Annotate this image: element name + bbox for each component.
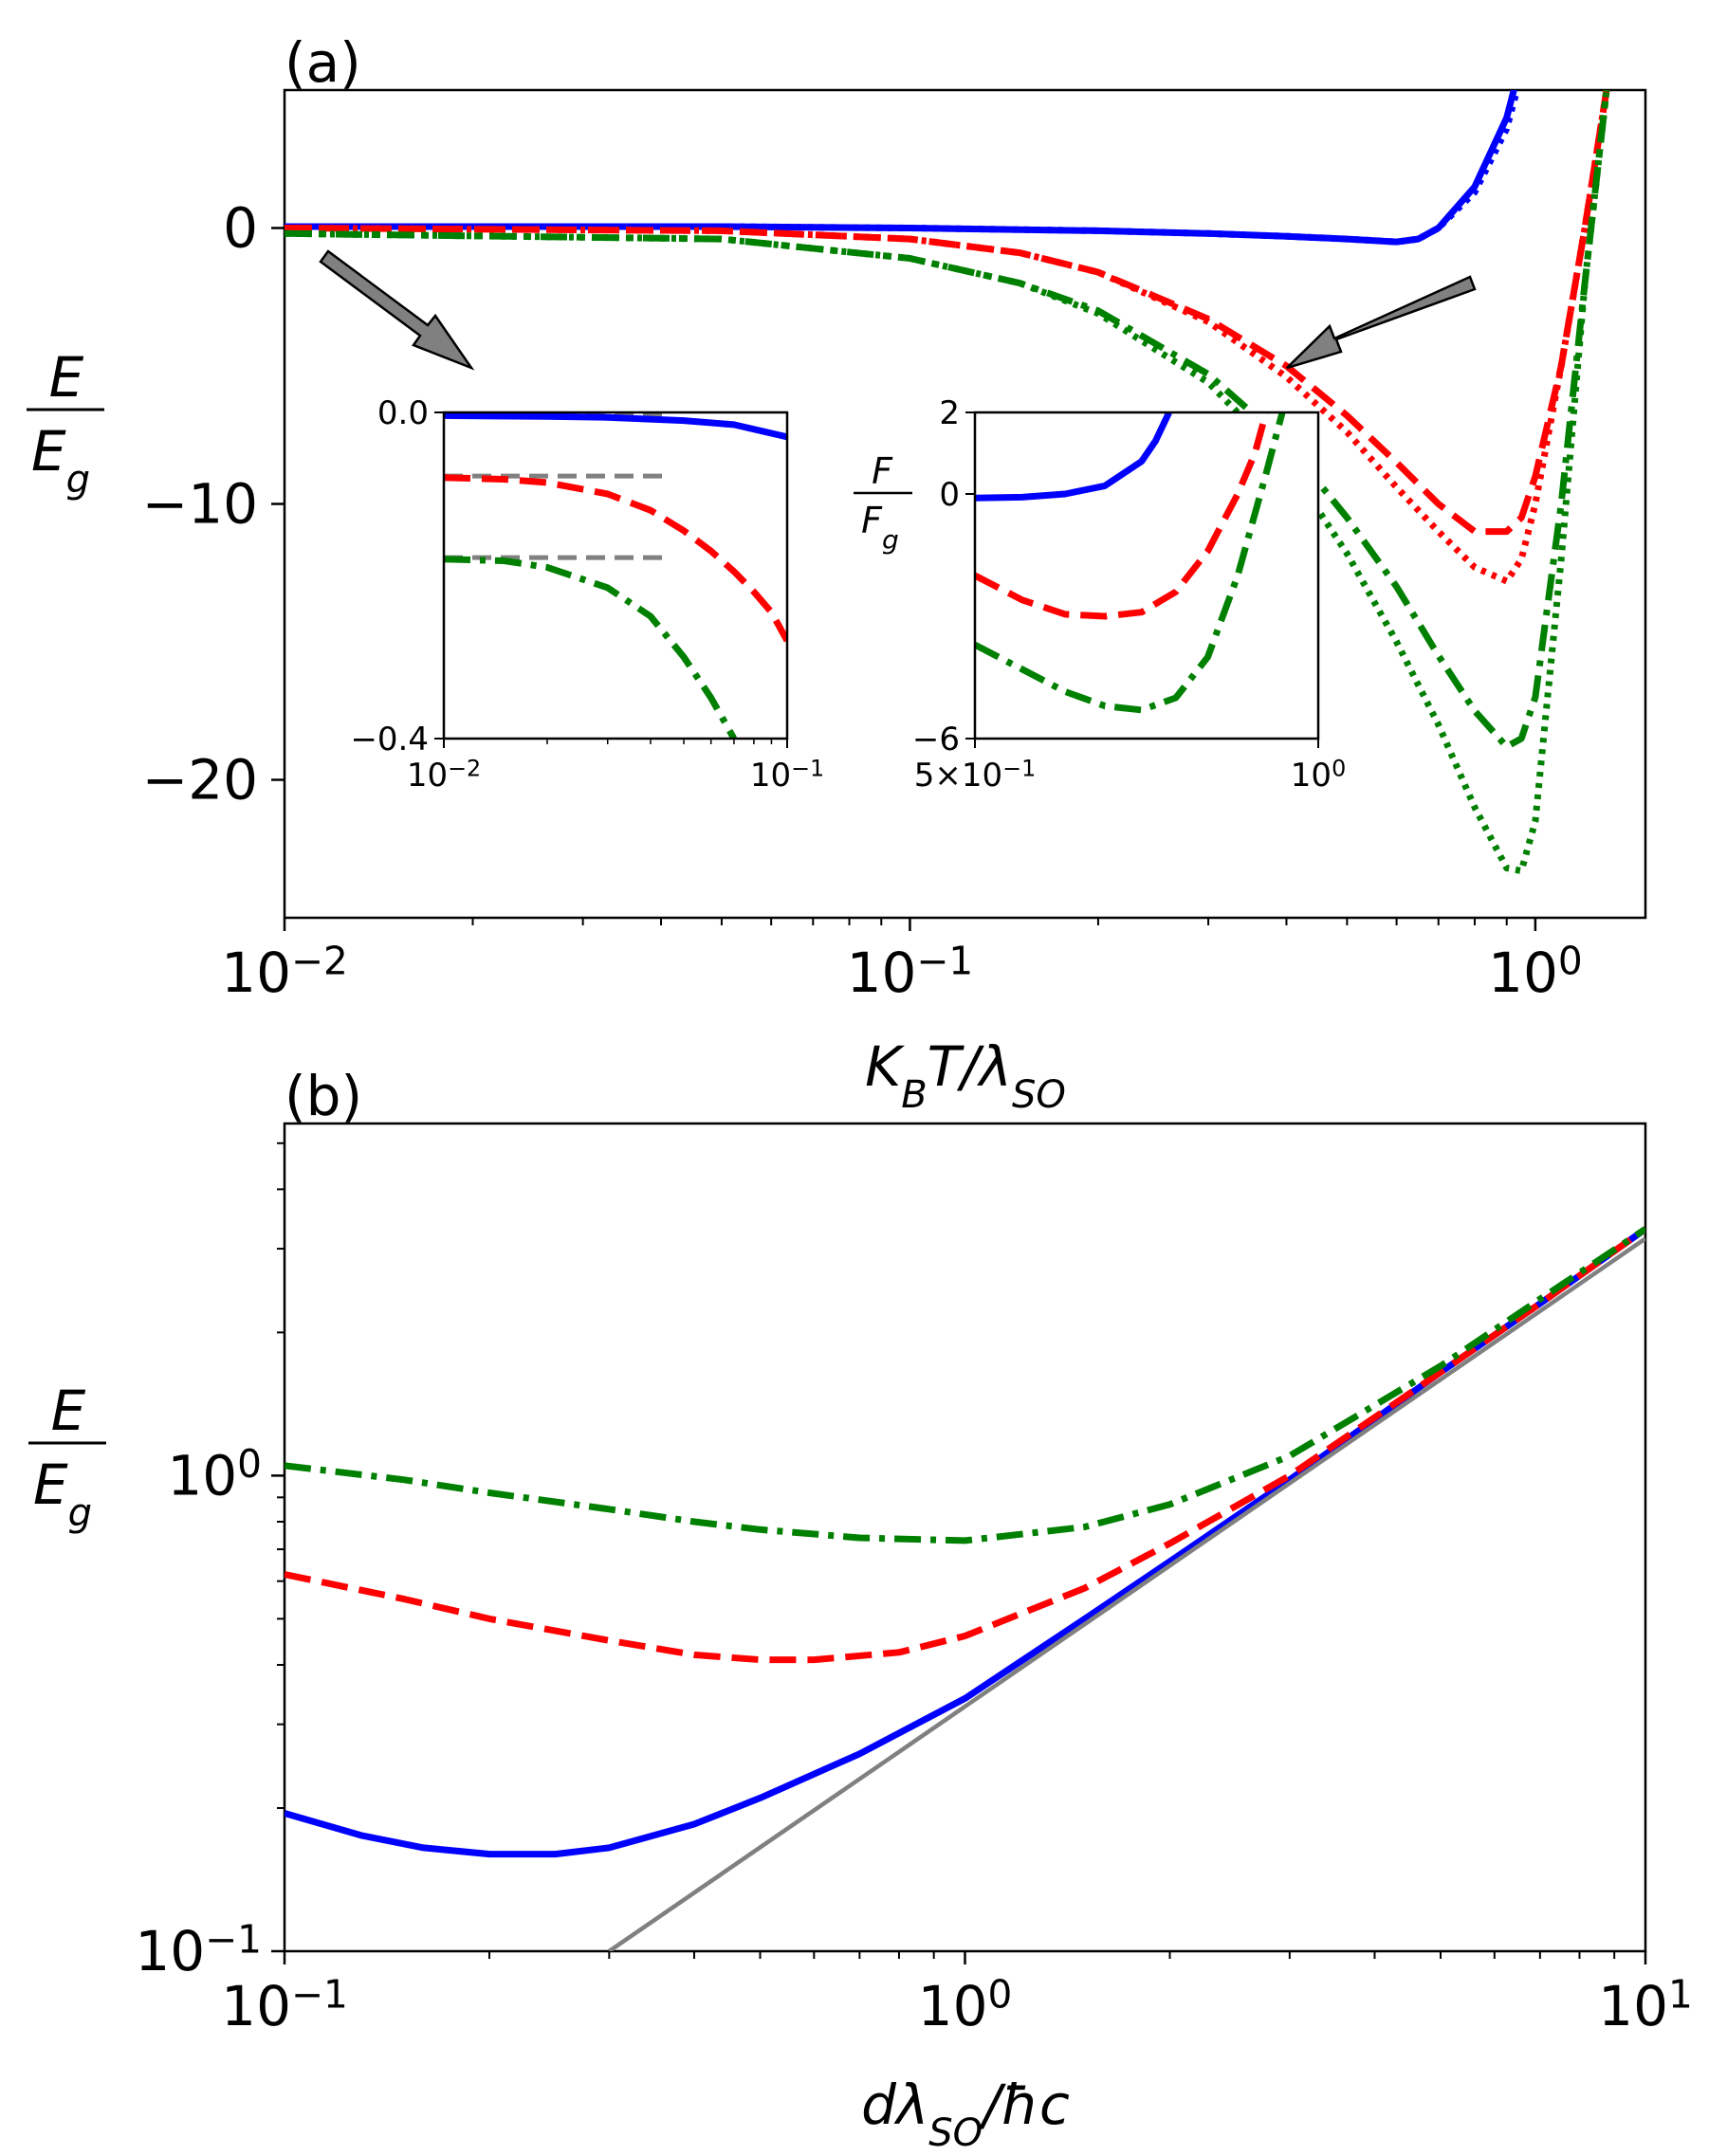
panel-a-axis-ticks: 10−2 10−1 100 0 −10 −20 — [142, 196, 1583, 1006]
panel-a-x-tick-label: 10−1 — [847, 939, 974, 1005]
inset-left-frame — [442, 411, 789, 740]
panel-b-y-tick-label: 100 — [167, 1441, 262, 1507]
panel-a-series-5 — [285, 90, 1610, 874]
panel-b-x-tick-label: 101 — [1598, 1972, 1693, 2038]
inset-right-series-1 — [975, 412, 1270, 620]
inset-right-x-tick-label: 5×10−1 — [914, 755, 1036, 795]
inset-left-series-group — [444, 412, 787, 739]
inset-right-series-0 — [975, 412, 1172, 502]
inset-right-y-label-denominator: Fg — [861, 500, 899, 556]
panel-a-y-label-numerator: E — [49, 345, 84, 410]
panel-a-series-1 — [285, 90, 1521, 246]
panel-a-x-tick-label: 10−2 — [221, 939, 348, 1005]
inset-left-series-1 — [444, 474, 787, 643]
inset-right-frame — [973, 411, 1320, 740]
inset-left-chart: 10−2 10−1 0.0 −0.4 — [350, 394, 824, 795]
panel-a-y-tick-label: 0 — [223, 196, 258, 261]
arrow-left-indicator-shape — [319, 249, 475, 371]
panel-a-x-tick-label: 100 — [1488, 939, 1583, 1005]
inset-left-x-tick-label: 10−2 — [407, 755, 481, 795]
panel-a-series-4 — [285, 90, 1610, 751]
panel-b-series-2 — [285, 1226, 1645, 1544]
inset-right-y-tick-label: 2 — [939, 394, 960, 432]
inset-left-series-0 — [444, 412, 787, 441]
panel-a-label: (a) — [285, 30, 361, 95]
inset-right-y-axis-label: F Fg — [854, 450, 912, 556]
panel-b-label: (b) — [285, 1064, 362, 1128]
inset-left-axis-ticks: 10−2 10−1 0.0 −0.4 — [350, 394, 824, 795]
inset-left-x-tick-label: 10−1 — [750, 755, 824, 795]
panel-b-x-axis-label: dλSO/ħc — [861, 2073, 1070, 2155]
panel-b-series-group — [285, 1226, 1645, 1951]
panel-a-y-label-denominator: Eg — [31, 419, 90, 502]
panel-b-axis-ticks: 10−1 100 101 10−1 100 — [135, 1142, 1693, 2038]
panel-b-y-label-denominator: Eg — [33, 1453, 92, 1535]
inset-right-axis-ticks: 5×10−1 100 2 0 −6 — [912, 394, 1346, 795]
panel-b-series-3 — [608, 1236, 1645, 1951]
inset-right-series-2 — [975, 412, 1286, 714]
inset-right-y-label-numerator: F — [872, 450, 893, 492]
panel-b-y-label-numerator: E — [51, 1379, 86, 1443]
inset-right-y-tick-label: 0 — [939, 476, 960, 514]
inset-left-series-2 — [444, 556, 737, 739]
panel-b-series-1 — [285, 1226, 1645, 1664]
inset-left-y-tick-label: −0.4 — [350, 721, 429, 758]
inset-right-y-tick-label: −6 — [912, 721, 960, 758]
panel-a-chart: 10−2 10−1 100 0 −10 −20 (a) KBT/λSO E Eg 10−2… — [27, 30, 1647, 1117]
panel-a-series-0 — [285, 90, 1517, 246]
panel-a-series-2 — [285, 90, 1610, 536]
panel-b-x-tick-label: 10−1 — [221, 1972, 348, 2038]
panel-b-y-axis-label: E Eg — [28, 1379, 106, 1535]
panel-a-series-group — [285, 90, 1610, 874]
panel-b-y-tick-label: 10−1 — [135, 1917, 262, 1983]
panel-a-y-tick-label: −10 — [142, 472, 258, 537]
arrow-right-indicator-shape — [1286, 275, 1477, 370]
panel-a-y-tick-label: −20 — [142, 748, 258, 813]
inset-right-series-group — [975, 412, 1286, 714]
inset-left-y-tick-label: 0.0 — [377, 394, 429, 432]
inset-right-x-tick-label: 100 — [1291, 755, 1346, 795]
panel-a-y-axis-label: E Eg — [27, 345, 104, 502]
panel-b-x-tick-label: 100 — [918, 1972, 1013, 2038]
panel-b-chart: 10−1 100 101 10−1 100 (b) dλSO/ħc E Eg — [28, 1064, 1693, 2155]
panel-a-x-axis-label: KBT/λSO — [865, 1034, 1066, 1117]
inset-right-chart: 5×10−1 100 2 0 −6 F Fg — [854, 394, 1346, 795]
